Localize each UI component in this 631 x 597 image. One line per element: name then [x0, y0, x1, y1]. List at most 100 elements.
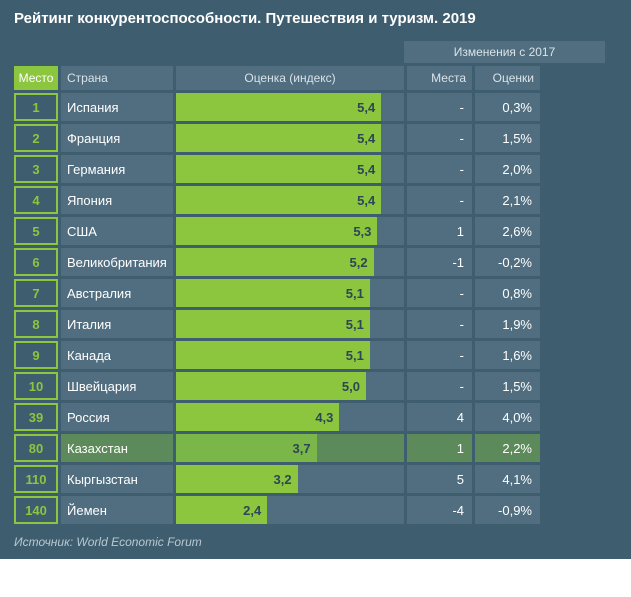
country-cell: Япония [61, 186, 173, 214]
score-change-cell: -0,2% [475, 248, 540, 276]
country-cell: Великобритания [61, 248, 173, 276]
rank-cell: 140 [14, 496, 58, 524]
table-area: Изменения с 2017 Место Страна Оценка (ин… [0, 41, 631, 533]
rank-cell: 6 [14, 248, 58, 276]
rank-change-cell: - [407, 310, 472, 338]
country-cell: Франция [61, 124, 173, 152]
rank-cell: 9 [14, 341, 58, 369]
score-change-cell: 4,0% [475, 403, 540, 431]
score-value: 5,4 [357, 186, 375, 214]
rank-change-cell: - [407, 186, 472, 214]
table-row: 9Канада5,1-1,6% [14, 341, 617, 369]
table-row: 10Швейцария 5,0 -1,5% [14, 372, 617, 400]
score-bar [176, 186, 381, 214]
source-label: Источник: World Economic Forum [0, 533, 631, 559]
rank-change-cell: - [407, 279, 472, 307]
rank-change-cell: -4 [407, 496, 472, 524]
country-cell: Кыргызстан [61, 465, 173, 493]
score-value: 2,4 [243, 496, 261, 524]
rank-cell: 7 [14, 279, 58, 307]
score-bar [176, 124, 381, 152]
rank-cell: 110 [14, 465, 58, 493]
score-cell: 5,4 [176, 155, 404, 183]
score-value: 3,7 [293, 434, 311, 462]
header-row: Место Страна Оценка (индекс) Места Оценк… [14, 66, 617, 90]
competitiveness-chart: Рейтинг конкурентоспособности. Путешеств… [0, 0, 631, 559]
rank-change-cell: -1 [407, 248, 472, 276]
table-row: 3Германия 5,4 -2,0% [14, 155, 617, 183]
chart-title: Рейтинг конкурентоспособности. Путешеств… [0, 0, 631, 41]
score-value: 5,3 [353, 217, 371, 245]
score-bar [176, 248, 374, 276]
score-change-cell: 0,3% [475, 93, 540, 121]
rank-change-cell: 4 [407, 403, 472, 431]
score-change-cell: 2,6% [475, 217, 540, 245]
score-value: 5,1 [346, 310, 364, 338]
score-value: 5,0 [342, 372, 360, 400]
score-value: 5,1 [346, 279, 364, 307]
score-change-cell: 1,9% [475, 310, 540, 338]
country-cell: Канада [61, 341, 173, 369]
rank-change-cell: - [407, 93, 472, 121]
score-value: 5,1 [346, 341, 364, 369]
score-cell: 5,3 [176, 217, 404, 245]
score-cell: 3,7 [176, 434, 404, 462]
score-change-cell: 4,1% [475, 465, 540, 493]
table-row: 140Йемен 2,4 -4-0,9% [14, 496, 617, 524]
country-cell: Казахстан [61, 434, 173, 462]
score-value: 4,3 [315, 403, 333, 431]
score-change-cell: 2,0% [475, 155, 540, 183]
table-row: 39Россия 4,3 44,0% [14, 403, 617, 431]
score-change-cell: 0,8% [475, 279, 540, 307]
country-cell: Австралия [61, 279, 173, 307]
country-cell: Германия [61, 155, 173, 183]
change-header: Изменения с 2017 [404, 41, 605, 63]
rank-change-cell: - [407, 372, 472, 400]
header-score-change: Оценки [475, 66, 540, 90]
rank-cell: 39 [14, 403, 58, 431]
score-cell: 5,4 [176, 93, 404, 121]
table-row: 8Италия5,1-1,9% [14, 310, 617, 338]
country-cell: Испания [61, 93, 173, 121]
score-cell: 5,0 [176, 372, 404, 400]
rank-cell: 4 [14, 186, 58, 214]
score-cell: 5,4 [176, 186, 404, 214]
rank-change-cell: 5 [407, 465, 472, 493]
score-bar [176, 93, 381, 121]
table-row: 7Австралия 5,1 -0,8% [14, 279, 617, 307]
score-bar [176, 279, 370, 307]
rank-cell: 2 [14, 124, 58, 152]
score-cell: 5,1 [176, 279, 404, 307]
score-change-cell: 2,2% [475, 434, 540, 462]
score-change-cell: 1,5% [475, 372, 540, 400]
table-row: 2Франция5,4-1,5% [14, 124, 617, 152]
score-cell: 3,2 [176, 465, 404, 493]
rank-cell: 5 [14, 217, 58, 245]
country-cell: Италия [61, 310, 173, 338]
country-cell: США [61, 217, 173, 245]
score-bar [176, 372, 366, 400]
rank-change-cell: - [407, 155, 472, 183]
table-row: 4Япония 5,4 -2,1% [14, 186, 617, 214]
rank-change-cell: 1 [407, 434, 472, 462]
score-cell: 4,3 [176, 403, 404, 431]
rank-change-cell: - [407, 341, 472, 369]
score-value: 5,4 [357, 124, 375, 152]
header-score: Оценка (индекс) [176, 66, 404, 90]
rank-change-cell: 1 [407, 217, 472, 245]
rank-cell: 80 [14, 434, 58, 462]
rank-cell: 1 [14, 93, 58, 121]
score-value: 3,2 [274, 465, 292, 493]
rank-cell: 10 [14, 372, 58, 400]
country-cell: Йемен [61, 496, 173, 524]
country-cell: Россия [61, 403, 173, 431]
header-rank: Место [14, 66, 58, 90]
table-row: 6Великобритания5,2-1-0,2% [14, 248, 617, 276]
score-value: 5,4 [357, 155, 375, 183]
score-change-cell: -0,9% [475, 496, 540, 524]
country-cell: Швейцария [61, 372, 173, 400]
rank-cell: 3 [14, 155, 58, 183]
score-change-cell: 2,1% [475, 186, 540, 214]
score-cell: 5,4 [176, 124, 404, 152]
score-cell: 5,1 [176, 341, 404, 369]
